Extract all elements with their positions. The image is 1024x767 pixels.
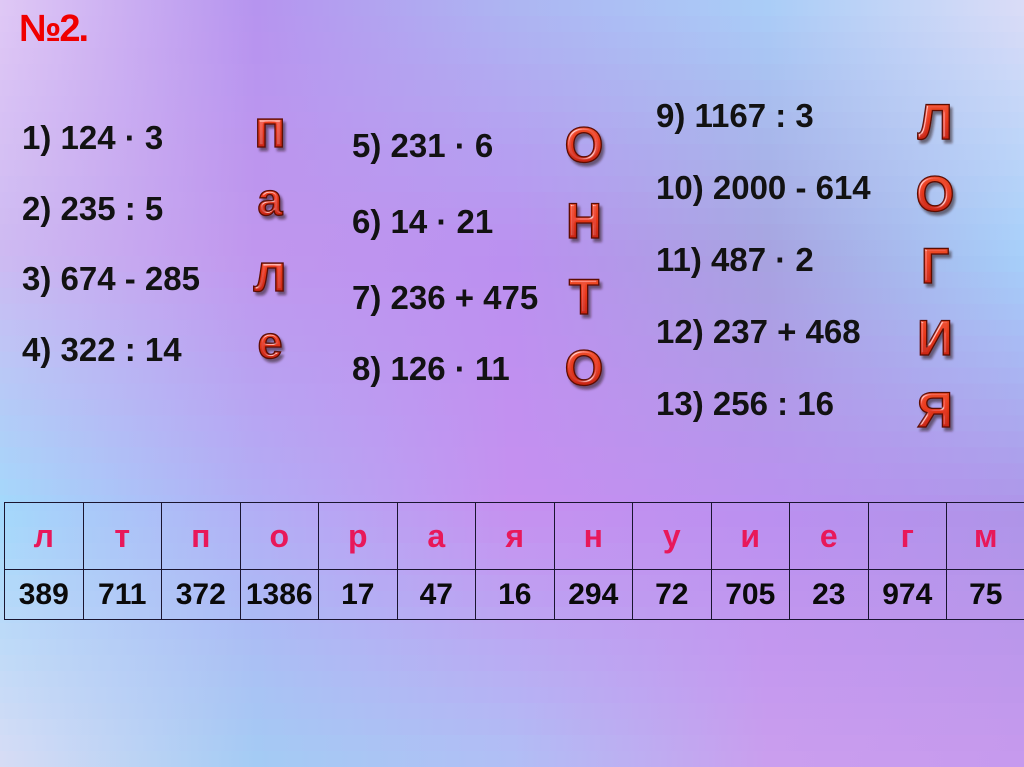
svg-text:Л: Л bbox=[917, 94, 952, 150]
svg-text:Т: Т bbox=[569, 269, 600, 325]
svg-text:Я: Я bbox=[917, 382, 953, 438]
svg-text:п: п bbox=[254, 100, 286, 159]
svg-text:О: О bbox=[565, 117, 604, 173]
svg-text:а: а bbox=[257, 174, 283, 225]
svg-text:е: е bbox=[257, 317, 282, 368]
svg-text:О: О bbox=[916, 166, 955, 222]
svg-text:И: И bbox=[917, 310, 953, 366]
svg-text:л: л bbox=[253, 244, 287, 303]
svg-text:О: О bbox=[565, 340, 604, 396]
svg-text:Н: Н bbox=[566, 193, 602, 249]
svg-text:Г: Г bbox=[921, 238, 949, 294]
